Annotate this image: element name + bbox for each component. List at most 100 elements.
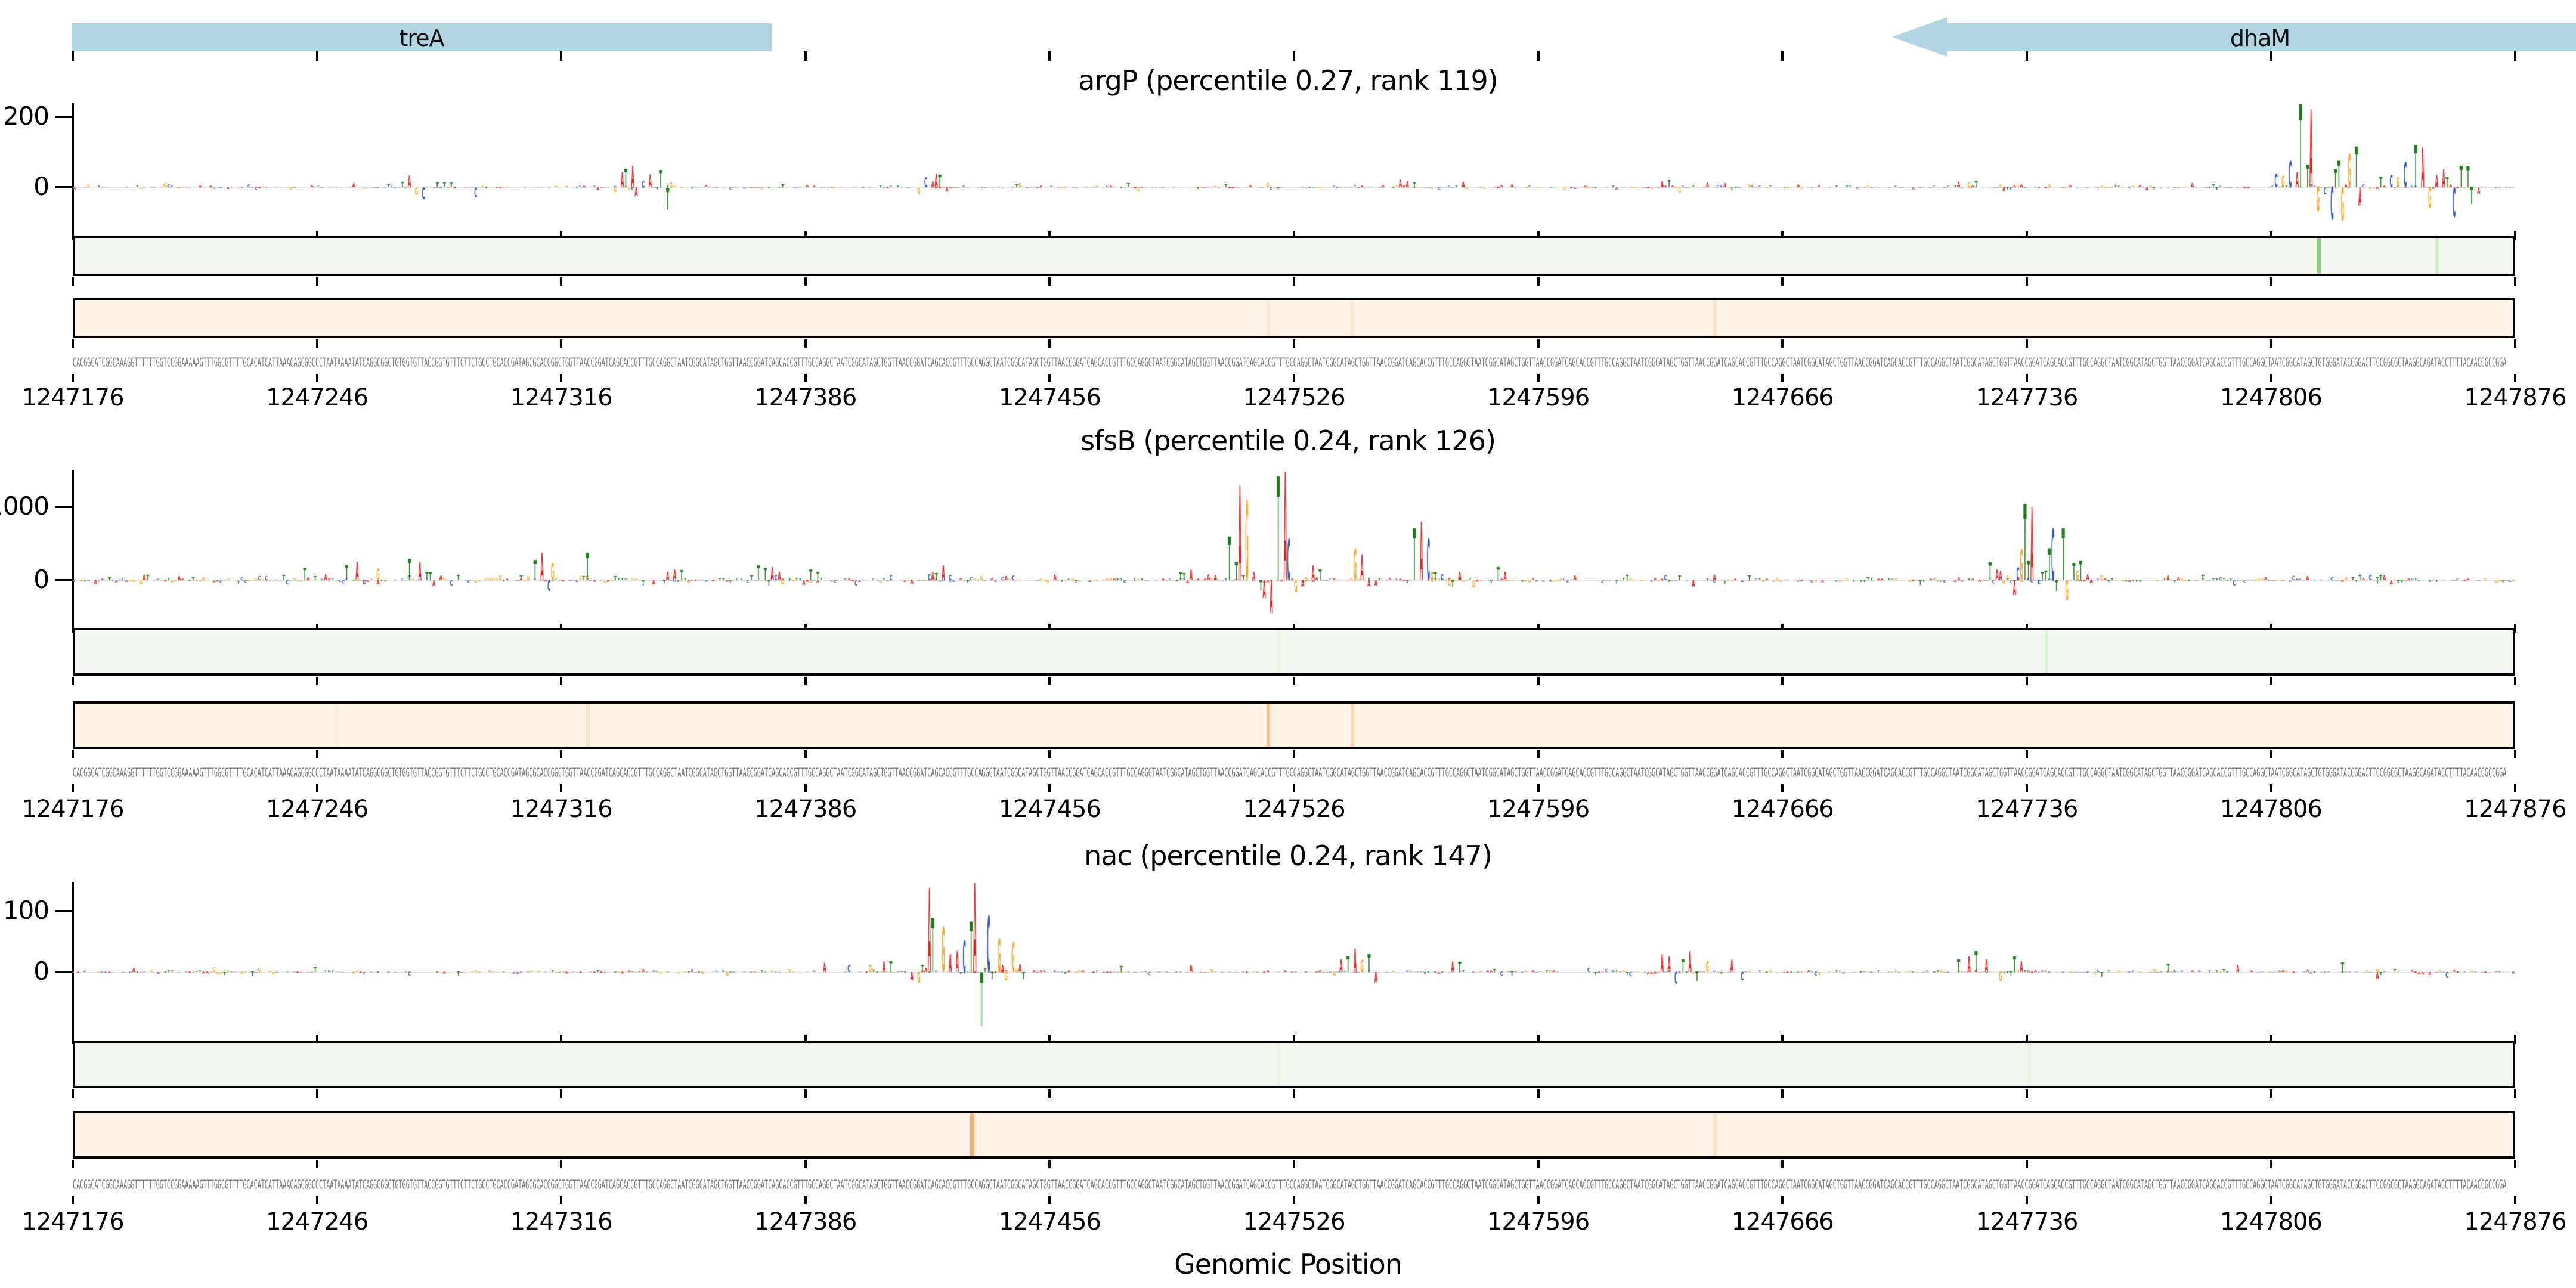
green-strip-tick	[72, 277, 74, 286]
panel-title-argp: argP (percentile 0.27, rank 119)	[1078, 64, 1498, 97]
green-strip-tick	[2270, 277, 2272, 286]
green-strip-marker	[2317, 238, 2321, 274]
orange-strip-tick	[2025, 339, 2028, 348]
sequence-text-nac: CACGGCATCGGCAAAGGTTTTTTGGTCCGGAAAAAGTTTG…	[73, 1179, 2507, 1193]
orange-strip-tick	[2514, 339, 2516, 348]
orange-strip-marker	[1713, 1113, 1717, 1156]
sequence-axis-tick	[2270, 1196, 2272, 1204]
orange-strip-marker	[586, 704, 590, 747]
green-strip-tick	[560, 1089, 563, 1098]
sequence-axis-tick	[1293, 1196, 1295, 1204]
x-tick-label: 1247666	[1731, 1208, 1834, 1236]
gene-axis-tick	[1293, 51, 1295, 61]
green-strip-tick	[1781, 1089, 1784, 1098]
green-strip-marker	[2027, 1043, 2031, 1086]
logo-axis-tick	[2270, 1035, 2272, 1044]
orange-strip-tick	[1293, 1160, 1295, 1168]
orange-strip-marker	[1350, 300, 1354, 336]
logo-axis-tick	[1781, 1035, 1784, 1044]
orange-strip-tick	[560, 750, 563, 758]
orange-strip-tick	[72, 750, 74, 758]
orange-strip-tick	[2025, 750, 2028, 758]
green-strip-argP	[73, 236, 2515, 276]
gene-axis-tick	[315, 51, 318, 61]
sequence-axis-tick	[2514, 784, 2516, 792]
orange-strip-tick	[2025, 1160, 2028, 1168]
green-strip-tick	[804, 1089, 807, 1098]
orange-strip-tick	[1048, 750, 1051, 758]
sequence-axis-tick	[804, 1196, 807, 1204]
sequence-axis-tick	[2270, 784, 2272, 792]
green-strip-tick	[315, 277, 318, 286]
green-strip-tick	[1537, 1089, 1540, 1098]
sequence-axis-tick	[1048, 784, 1051, 792]
logo-axis-tick	[2514, 1035, 2516, 1044]
green-strip-tick	[2270, 1089, 2272, 1098]
orange-strip-tick	[2514, 1160, 2516, 1168]
green-strip-tick	[2514, 1089, 2516, 1098]
sequence-axis-tick	[2025, 1196, 2028, 1204]
green-strip-tick	[804, 677, 807, 685]
x-tick-label: 1247316	[510, 795, 613, 823]
green-strip-tick	[2025, 277, 2028, 286]
sequence-axis-tick	[315, 374, 318, 382]
x-tick-label: 1247386	[754, 384, 857, 411]
green-strip-tick	[560, 677, 563, 685]
sequence-axis-tick	[1781, 784, 1784, 792]
orange-strip-tick	[804, 1160, 807, 1168]
orange-strip-marker	[1267, 300, 1271, 336]
orange-strip-tick	[315, 1160, 318, 1168]
orange-strip-marker	[1267, 704, 1271, 747]
orange-strip-sfsB	[73, 701, 2515, 749]
x-tick-label: 1247736	[1976, 1208, 2078, 1236]
green-strip-tick	[560, 277, 563, 286]
panel-title-nac: nac (percentile 0.24, rank 147)	[1084, 840, 1493, 872]
sequence-axis-tick	[1293, 374, 1295, 382]
green-strip-tick	[1048, 677, 1051, 685]
x-tick-label: 1247596	[1487, 795, 1590, 823]
sequence-axis-tick	[804, 784, 807, 792]
orange-strip-tick	[315, 750, 318, 758]
green-strip-marker	[1277, 630, 1281, 673]
green-strip-tick	[1048, 1089, 1051, 1098]
x-tick-label: 1247526	[1243, 795, 1345, 823]
green-strip-tick	[804, 277, 807, 286]
sequence-axis-tick	[315, 784, 318, 792]
x-tick-label: 1247736	[1976, 795, 2078, 823]
sequence-axis-tick	[72, 374, 74, 382]
x-tick-label: 1247806	[2219, 795, 2323, 823]
green-strip-tick	[1537, 277, 1540, 286]
orange-strip-tick	[1537, 750, 1540, 758]
green-strip-tick	[2025, 677, 2028, 685]
orange-strip-tick	[560, 1160, 563, 1168]
orange-strip-argP	[73, 298, 2515, 338]
green-strip-marker	[2045, 630, 2049, 673]
x-tick-label: 1247806	[2219, 384, 2323, 411]
orange-strip-tick	[1048, 1160, 1051, 1168]
logo-axis-tick	[2025, 1035, 2028, 1044]
x-tick-label: 1247386	[754, 795, 857, 823]
sequence-axis-tick	[2025, 784, 2028, 792]
sequence-axis-tick	[2025, 374, 2028, 382]
sequence-axis-tick	[72, 784, 74, 792]
green-strip-tick	[1293, 277, 1295, 286]
logo-axis-tick	[72, 1035, 74, 1044]
green-strip-nac	[73, 1041, 2515, 1088]
orange-strip-tick	[1781, 1160, 1784, 1168]
x-tick-label: 1247456	[998, 384, 1101, 411]
orange-strip-tick	[72, 339, 74, 348]
green-strip-sfsB	[73, 628, 2515, 676]
orange-strip-tick	[1537, 1160, 1540, 1168]
sequence-axis-tick	[1781, 1196, 1784, 1204]
x-tick-label: 1247666	[1731, 384, 1834, 411]
x-tick-label: 1247526	[1243, 1208, 1345, 1236]
green-strip-tick	[1293, 1089, 1295, 1098]
green-strip-marker	[2435, 238, 2439, 274]
orange-strip-tick	[560, 339, 563, 348]
gene-axis-tick	[2514, 51, 2516, 61]
sequence-axis-tick	[2514, 1196, 2516, 1204]
gene-dham-body	[1947, 23, 2576, 51]
x-tick-label: 1247736	[1976, 384, 2078, 411]
x-tick-label: 1247806	[2219, 1208, 2323, 1236]
